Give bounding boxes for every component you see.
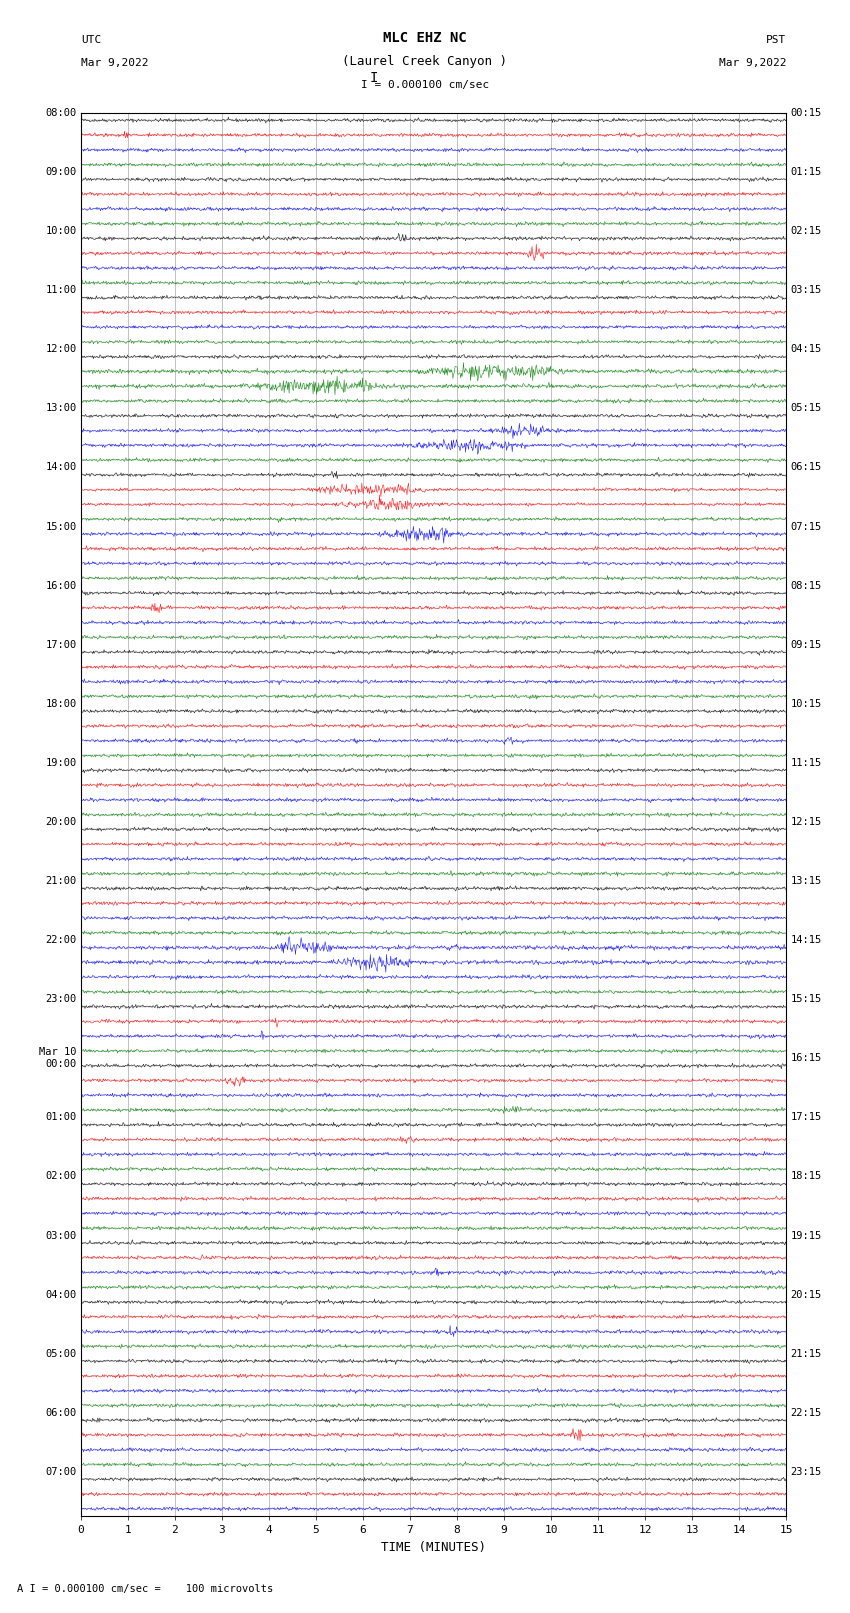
Text: 16:00: 16:00	[45, 581, 76, 590]
Text: UTC: UTC	[81, 35, 101, 45]
Text: 13:00: 13:00	[45, 403, 76, 413]
Text: 05:00: 05:00	[45, 1348, 76, 1358]
Text: 08:15: 08:15	[790, 581, 822, 590]
Text: 12:00: 12:00	[45, 344, 76, 355]
Text: Mar 9,2022: Mar 9,2022	[719, 58, 786, 68]
Text: 20:15: 20:15	[790, 1290, 822, 1300]
Text: 22:00: 22:00	[45, 936, 76, 945]
Text: 17:00: 17:00	[45, 640, 76, 650]
Text: 01:15: 01:15	[790, 168, 822, 177]
Text: 10:15: 10:15	[790, 698, 822, 708]
Text: 23:00: 23:00	[45, 994, 76, 1005]
Text: 06:15: 06:15	[790, 463, 822, 473]
Text: I: I	[370, 71, 378, 85]
Text: 15:15: 15:15	[790, 994, 822, 1005]
Text: 03:15: 03:15	[790, 286, 822, 295]
Text: 12:15: 12:15	[790, 816, 822, 827]
Text: 07:00: 07:00	[45, 1466, 76, 1478]
Text: 23:15: 23:15	[790, 1466, 822, 1478]
Text: 11:15: 11:15	[790, 758, 822, 768]
Text: 17:15: 17:15	[790, 1113, 822, 1123]
Text: 11:00: 11:00	[45, 286, 76, 295]
Text: 14:15: 14:15	[790, 936, 822, 945]
Text: 22:15: 22:15	[790, 1408, 822, 1418]
Text: 00:15: 00:15	[790, 108, 822, 118]
Text: 09:15: 09:15	[790, 640, 822, 650]
Text: 13:15: 13:15	[790, 876, 822, 886]
Text: 04:00: 04:00	[45, 1290, 76, 1300]
Text: PST: PST	[766, 35, 786, 45]
Text: 10:00: 10:00	[45, 226, 76, 235]
Text: A I = 0.000100 cm/sec =    100 microvolts: A I = 0.000100 cm/sec = 100 microvolts	[17, 1584, 273, 1594]
Text: Mar 10
00:00: Mar 10 00:00	[39, 1047, 76, 1069]
Text: 20:00: 20:00	[45, 816, 76, 827]
Text: MLC EHZ NC: MLC EHZ NC	[383, 31, 467, 45]
Text: 02:15: 02:15	[790, 226, 822, 235]
Text: 08:00: 08:00	[45, 108, 76, 118]
Text: 19:00: 19:00	[45, 758, 76, 768]
Text: I = 0.000100 cm/sec: I = 0.000100 cm/sec	[361, 81, 489, 90]
Text: 18:00: 18:00	[45, 698, 76, 708]
Text: 21:15: 21:15	[790, 1348, 822, 1358]
Text: 15:00: 15:00	[45, 521, 76, 532]
Text: 07:15: 07:15	[790, 521, 822, 532]
Text: 16:15: 16:15	[790, 1053, 822, 1063]
Text: 21:00: 21:00	[45, 876, 76, 886]
Text: 19:15: 19:15	[790, 1231, 822, 1240]
Text: 01:00: 01:00	[45, 1113, 76, 1123]
Text: 09:00: 09:00	[45, 168, 76, 177]
Text: 06:00: 06:00	[45, 1408, 76, 1418]
Text: 04:15: 04:15	[790, 344, 822, 355]
Text: 02:00: 02:00	[45, 1171, 76, 1181]
Text: 14:00: 14:00	[45, 463, 76, 473]
Text: 18:15: 18:15	[790, 1171, 822, 1181]
Text: (Laurel Creek Canyon ): (Laurel Creek Canyon )	[343, 55, 507, 68]
Text: 03:00: 03:00	[45, 1231, 76, 1240]
Text: Mar 9,2022: Mar 9,2022	[81, 58, 148, 68]
Text: 05:15: 05:15	[790, 403, 822, 413]
X-axis label: TIME (MINUTES): TIME (MINUTES)	[381, 1540, 486, 1553]
